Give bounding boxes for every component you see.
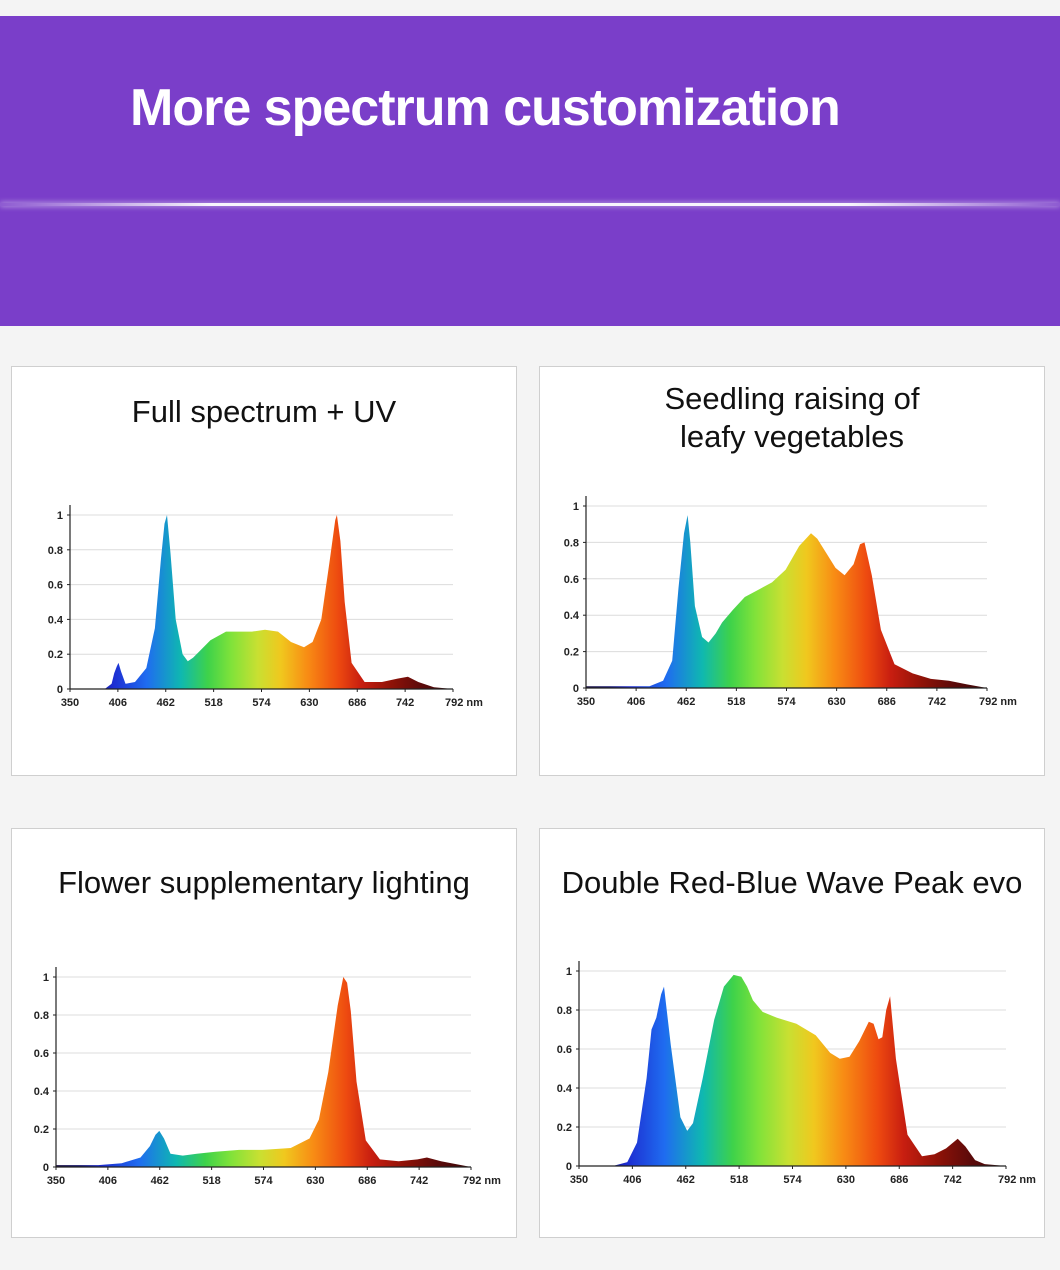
spectrum-area	[56, 977, 471, 1167]
x-tick-label: 574	[252, 697, 271, 709]
y-tick-label: 0.2	[34, 1124, 49, 1136]
x-tick-label: 742	[410, 1175, 428, 1187]
spectrum-card-full-spectrum-uv: Full spectrum + UV 0 0.2 0.4 0.6 0.8 1 350 406 4…	[11, 366, 517, 776]
spectrum-area	[70, 515, 453, 689]
spectrum-chart-double-red-blue-wave-peak: 0 0.2 0.4 0.6 0.8 1 350 406 462 518 574 630 686 742 79…	[557, 961, 1036, 1186]
x-tick-label: 350	[570, 1174, 588, 1186]
y-tick-label: 0	[573, 683, 579, 695]
y-tick-label: 0.6	[48, 580, 63, 592]
x-tick-label: 792 nm	[463, 1175, 501, 1187]
x-tick-label: 462	[151, 1175, 169, 1187]
x-tick-label: 686	[358, 1175, 376, 1187]
card-title: Seedling raising of leafy vegetables	[664, 381, 920, 454]
x-tick-label: 406	[627, 696, 645, 708]
x-tick-label: 742	[928, 696, 946, 708]
y-tick-label: 0.4	[564, 610, 580, 622]
x-tick-label: 350	[61, 697, 79, 709]
x-tick-label: 792 nm	[998, 1174, 1036, 1186]
spectrum-chart-seedling-leafy-vegetables: 0 0.2 0.4 0.6 0.8 1 350 406 462 518 574 630 686 742 79…	[564, 496, 1017, 708]
x-tick-label: 406	[109, 697, 127, 709]
x-tick-label: 574	[254, 1175, 273, 1187]
x-tick-label: 630	[837, 1174, 855, 1186]
banner-divider-line	[0, 203, 1060, 206]
x-tick-label: 574	[783, 1174, 802, 1186]
spectrum-chart-flower-supplementary-lighting: 0 0.2 0.4 0.6 0.8 1 350 406 462 518 574 630 686 742 79…	[34, 967, 501, 1187]
y-tick-label: 0.8	[564, 537, 579, 549]
y-tick-label: 0.2	[564, 647, 579, 659]
spectrum-area	[586, 515, 987, 688]
spectrum-card-seedling-leafy-vegetables: Seedling raising of leafy vegetables 0 0.…	[539, 366, 1045, 776]
header-banner: More spectrum customization	[0, 16, 1060, 326]
y-tick-label: 0	[57, 684, 63, 696]
x-tick-label: 630	[300, 697, 318, 709]
x-tick-label: 686	[348, 697, 366, 709]
x-tick-label: 630	[306, 1175, 324, 1187]
x-tick-label: 742	[396, 697, 414, 709]
y-tick-label: 0.6	[34, 1048, 49, 1060]
y-tick-label: 0.8	[557, 1005, 572, 1017]
card-title: Full spectrum + UV	[131, 394, 397, 429]
x-tick-label: 518	[730, 1174, 748, 1186]
x-tick-label: 350	[577, 696, 595, 708]
x-tick-label: 462	[677, 1174, 695, 1186]
x-tick-label: 686	[890, 1174, 908, 1186]
y-tick-label: 0.6	[557, 1044, 572, 1056]
spectrum-chart-full-spectrum-uv: 0 0.2 0.4 0.6 0.8 1 350 406 462 518 574 630 686 742 79…	[48, 505, 483, 709]
x-tick-label: 350	[47, 1175, 65, 1187]
top-strip	[0, 0, 1060, 16]
x-tick-label: 462	[157, 697, 175, 709]
card-title: Flower supplementary lighting	[58, 865, 470, 900]
x-tick-label: 406	[99, 1175, 117, 1187]
y-tick-label: 0	[566, 1161, 572, 1173]
page-title: More spectrum customization	[130, 79, 841, 137]
x-tick-label: 518	[204, 697, 222, 709]
x-tick-label: 518	[202, 1175, 220, 1187]
spectrum-card-double-red-blue-wave-peak: Double Red-Blue Wave Peak evo 0 0.2 0.4 0.6…	[539, 828, 1045, 1238]
x-tick-label: 630	[827, 696, 845, 708]
x-tick-label: 462	[677, 696, 695, 708]
y-tick-label: 0.2	[557, 1122, 572, 1134]
y-tick-label: 0.4	[34, 1086, 50, 1098]
x-tick-label: 742	[943, 1174, 961, 1186]
x-tick-label: 792 nm	[445, 697, 483, 709]
y-tick-label: 0	[43, 1162, 49, 1174]
y-tick-label: 1	[57, 510, 63, 522]
x-tick-label: 406	[623, 1174, 641, 1186]
y-tick-label: 0.4	[557, 1083, 573, 1095]
card-title: Double Red-Blue Wave Peak evo	[561, 865, 1023, 900]
y-tick-label: 0.8	[34, 1010, 49, 1022]
spectrum-area	[579, 974, 1006, 1166]
x-tick-label: 518	[727, 696, 745, 708]
y-tick-label: 1	[566, 966, 572, 978]
y-tick-label: 1	[43, 972, 49, 984]
x-tick-label: 792 nm	[979, 696, 1017, 708]
y-tick-label: 0.8	[48, 545, 63, 557]
y-tick-label: 0.6	[564, 574, 579, 586]
y-tick-label: 0.4	[48, 614, 64, 626]
x-tick-label: 574	[777, 696, 796, 708]
spectrum-card-flower-supplementary-lighting: Flower supplementary lighting 0 0.2 0.4 0.6…	[11, 828, 517, 1238]
y-tick-label: 1	[573, 501, 579, 513]
x-tick-label: 686	[878, 696, 896, 708]
y-tick-label: 0.2	[48, 649, 63, 661]
